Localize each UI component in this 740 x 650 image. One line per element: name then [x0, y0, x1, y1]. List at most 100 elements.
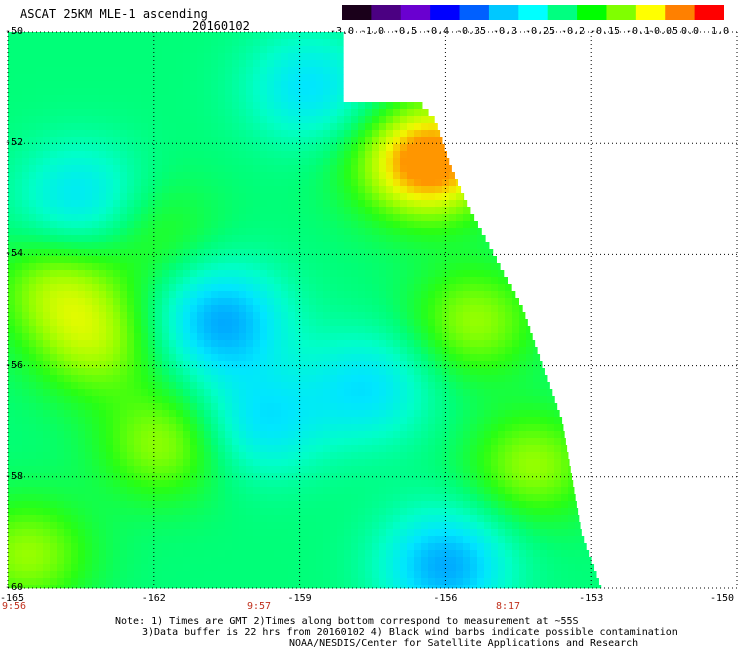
wind-cell: [309, 522, 317, 530]
wind-cell: [148, 501, 156, 509]
wind-cell: [512, 508, 520, 516]
wind-cell: [176, 74, 184, 82]
wind-cell: [155, 165, 163, 173]
wind-cell: [246, 102, 254, 110]
wind-cell: [407, 459, 415, 467]
wind-cell: [106, 249, 114, 257]
wind-cell: [456, 186, 462, 194]
wind-cell: [225, 186, 233, 194]
wind-cell: [134, 207, 142, 215]
wind-cell: [15, 158, 23, 166]
wind-cell: [281, 39, 289, 47]
wind-cell: [204, 417, 212, 425]
wind-cell: [50, 354, 58, 362]
wind-cell: [477, 284, 485, 292]
wind-cell: [512, 319, 520, 327]
wind-cell: [218, 375, 226, 383]
wind-cell: [323, 291, 331, 299]
wind-cell: [204, 305, 212, 313]
wind-cell: [267, 137, 275, 145]
wind-cell: [288, 522, 296, 530]
wind-cell: [176, 396, 184, 404]
wind-cell: [505, 312, 513, 320]
wind-cell: [148, 403, 156, 411]
wind-cell: [225, 277, 233, 285]
wind-cell: [15, 515, 23, 523]
wind-cell: [36, 438, 44, 446]
wind-cell: [568, 494, 576, 502]
wind-cell: [29, 305, 37, 313]
wind-cell: [365, 431, 373, 439]
wind-cell: [477, 228, 482, 236]
wind-cell: [260, 522, 268, 530]
wind-cell: [323, 403, 331, 411]
wind-cell: [204, 46, 212, 54]
wind-cell: [379, 438, 387, 446]
wind-cell: [99, 438, 107, 446]
wind-cell: [393, 487, 401, 495]
wind-cell: [442, 396, 450, 404]
wind-cell: [155, 53, 163, 61]
wind-cell: [43, 473, 51, 481]
wind-cell: [568, 515, 576, 523]
wind-cell: [36, 256, 44, 264]
wind-cell: [85, 340, 93, 348]
wind-cell: [288, 389, 296, 397]
wind-cell: [50, 214, 58, 222]
wind-cell: [176, 389, 184, 397]
wind-cell: [295, 515, 303, 523]
wind-cell: [456, 445, 464, 453]
wind-cell: [344, 165, 352, 173]
wind-cell: [337, 382, 345, 390]
wind-cell: [365, 172, 373, 180]
wind-cell: [267, 158, 275, 166]
wind-cell: [400, 221, 408, 229]
wind-cell: [260, 123, 268, 131]
wind-cell: [134, 277, 142, 285]
wind-cell: [288, 291, 296, 299]
wind-cell: [204, 39, 212, 47]
wind-cell: [127, 529, 135, 537]
wind-cell: [78, 375, 86, 383]
wind-cell: [351, 249, 359, 257]
wind-cell: [358, 179, 366, 187]
wind-cell: [155, 389, 163, 397]
wind-cell: [309, 312, 317, 320]
wind-cell: [225, 361, 233, 369]
wind-cell: [204, 179, 212, 187]
wind-cell: [120, 494, 128, 502]
wind-cell: [197, 438, 205, 446]
wind-cell: [162, 473, 170, 481]
wind-cell: [176, 305, 184, 313]
wind-cell: [204, 116, 212, 124]
wind-cell: [316, 214, 324, 222]
wind-cell: [449, 417, 457, 425]
wind-cell: [421, 326, 429, 334]
wind-cell: [22, 326, 30, 334]
plot-title: ASCAT 25KM MLE-1 ascending: [20, 7, 208, 21]
wind-cell: [50, 508, 58, 516]
wind-cell: [22, 228, 30, 236]
wind-cell: [316, 347, 324, 355]
wind-cell: [253, 144, 261, 152]
wind-cell: [435, 193, 443, 201]
wind-cell: [92, 340, 100, 348]
wind-cell: [414, 102, 422, 110]
wind-cell: [309, 67, 317, 75]
wind-cell: [29, 235, 37, 243]
wind-cell: [386, 116, 394, 124]
wind-cell: [393, 417, 401, 425]
wind-cell: [176, 193, 184, 201]
wind-cell: [162, 270, 170, 278]
wind-cell: [134, 256, 142, 264]
wind-cell: [92, 445, 100, 453]
wind-cell: [351, 144, 359, 152]
wind-cell: [36, 480, 44, 488]
wind-cell: [365, 340, 373, 348]
wind-cell: [29, 326, 37, 334]
wind-cell: [36, 417, 44, 425]
wind-cell: [134, 487, 142, 495]
wind-cell: [400, 452, 408, 460]
wind-cell: [190, 67, 198, 75]
wind-cell: [15, 88, 23, 96]
